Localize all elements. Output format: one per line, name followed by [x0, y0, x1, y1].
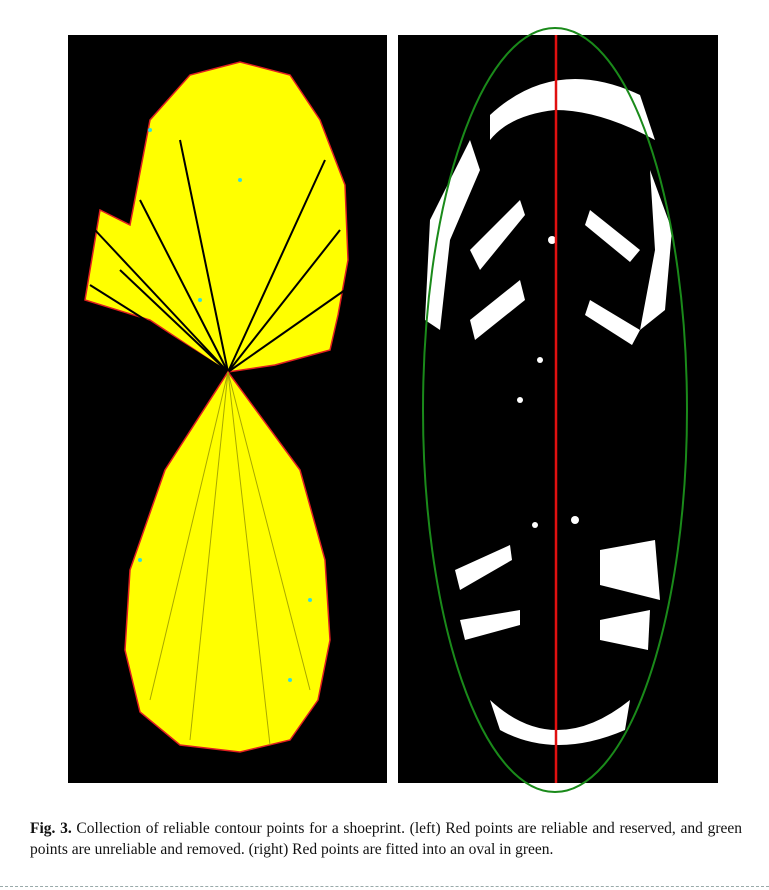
caption-text: Collection of reliable contour points fo…: [30, 820, 742, 858]
left-panel: [68, 35, 387, 783]
figure-caption: Fig. 3. Collection of reliable contour p…: [30, 818, 742, 860]
figure-images: [68, 27, 718, 793]
right-panel: [398, 27, 718, 793]
divider: [0, 886, 769, 887]
figure-label: Fig. 3.: [30, 820, 72, 837]
